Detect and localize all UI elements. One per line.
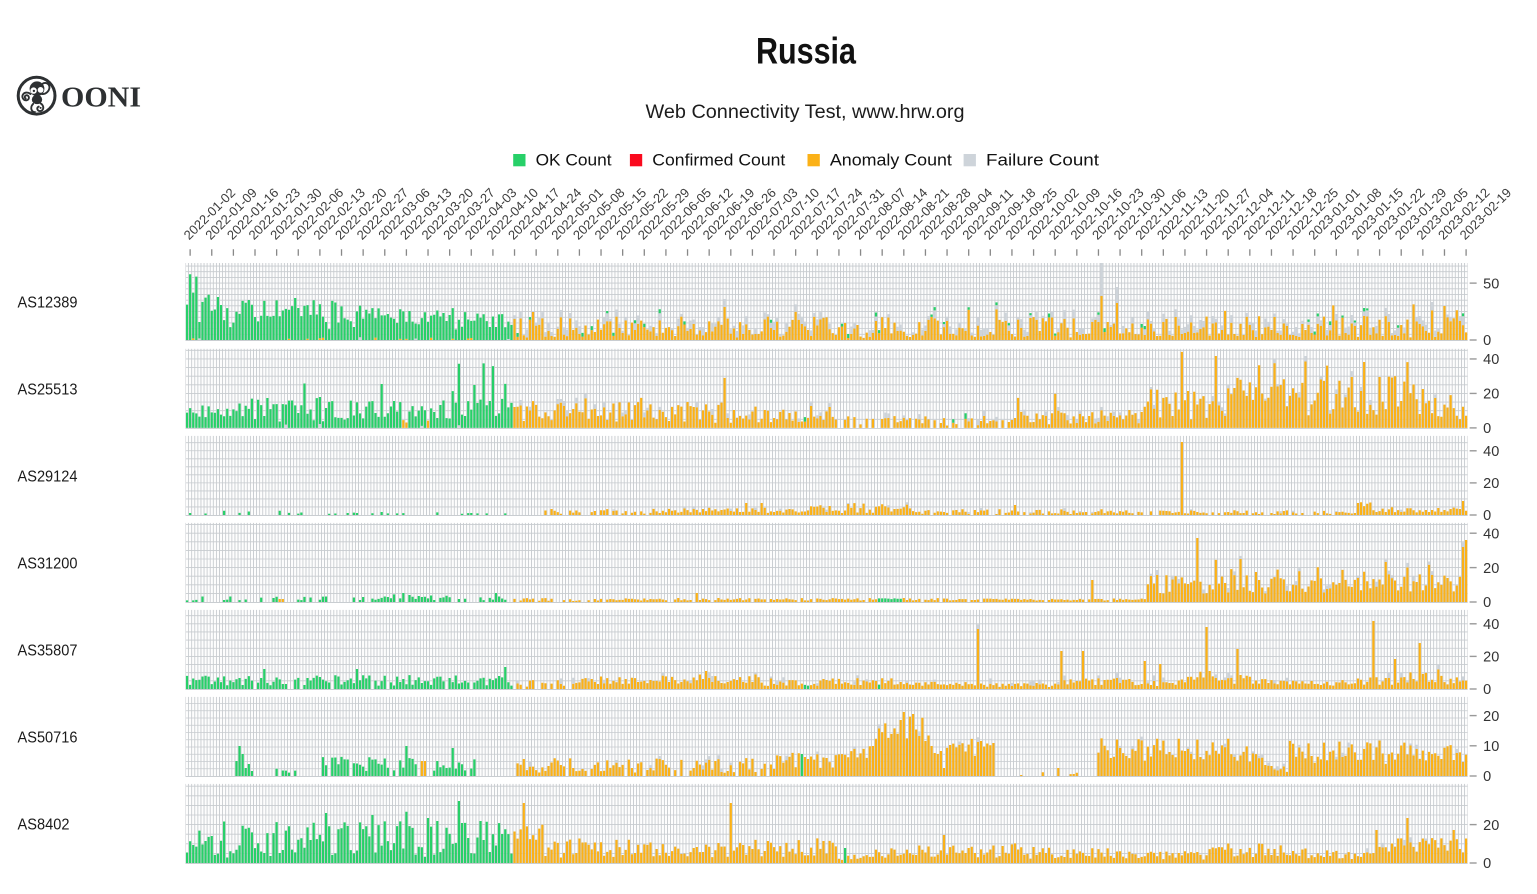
svg-text:40: 40 bbox=[1483, 352, 1499, 368]
svg-text:AS50716: AS50716 bbox=[18, 730, 78, 747]
svg-text:0: 0 bbox=[1483, 682, 1491, 698]
svg-text:0: 0 bbox=[1483, 333, 1491, 349]
svg-text:Failure Count: Failure Count bbox=[986, 151, 1099, 170]
svg-text:Russia: Russia bbox=[756, 31, 856, 72]
svg-text:Anomaly Count: Anomaly Count bbox=[830, 151, 952, 170]
svg-text:Confirmed Count: Confirmed Count bbox=[652, 151, 785, 170]
svg-text:OONI: OONI bbox=[61, 82, 141, 114]
svg-text:Web Connectivity Test, www.hrw: Web Connectivity Test, www.hrw.org bbox=[646, 102, 965, 123]
svg-text:40: 40 bbox=[1483, 617, 1499, 633]
svg-text:0: 0 bbox=[1483, 769, 1491, 785]
svg-text:0: 0 bbox=[1483, 421, 1491, 437]
svg-text:40: 40 bbox=[1483, 526, 1499, 542]
svg-text:0: 0 bbox=[1483, 595, 1491, 611]
svg-text:AS35807: AS35807 bbox=[18, 643, 78, 660]
svg-text:40: 40 bbox=[1483, 444, 1499, 460]
svg-text:AS8402: AS8402 bbox=[18, 817, 70, 834]
svg-text:OK Count: OK Count bbox=[536, 151, 612, 170]
svg-text:20: 20 bbox=[1483, 387, 1499, 403]
svg-text:50: 50 bbox=[1483, 276, 1499, 292]
svg-text:20: 20 bbox=[1483, 709, 1499, 725]
svg-text:AS12389: AS12389 bbox=[18, 295, 78, 312]
svg-text:20: 20 bbox=[1483, 476, 1499, 492]
svg-text:AS29124: AS29124 bbox=[18, 468, 78, 485]
svg-text:0: 0 bbox=[1483, 508, 1491, 524]
svg-text:0: 0 bbox=[1483, 856, 1491, 872]
svg-text:10: 10 bbox=[1483, 739, 1499, 755]
svg-text:20: 20 bbox=[1483, 650, 1499, 666]
svg-text:AS31200: AS31200 bbox=[18, 556, 78, 573]
svg-text:20: 20 bbox=[1483, 818, 1499, 834]
svg-text:AS25513: AS25513 bbox=[18, 381, 78, 398]
svg-text:20: 20 bbox=[1483, 561, 1499, 577]
